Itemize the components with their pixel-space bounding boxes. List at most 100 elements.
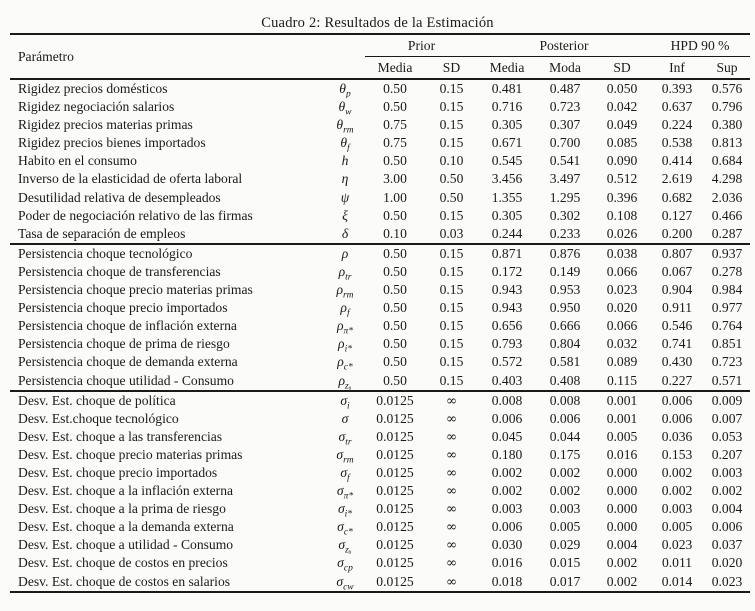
column-header-prior-media: Media [365, 56, 425, 80]
parameter-symbol: h [341, 153, 349, 169]
value-posterior-media: 0.656 [491, 318, 523, 334]
table-row: Desv. Est. choque a la inflación externa… [10, 482, 750, 500]
parameter-name: Desv. Est. choque precio importados [18, 464, 218, 480]
value-posterior-sd: 0.002 [606, 573, 638, 589]
parameter-name: Rigidez precios bienes importados [18, 135, 206, 151]
parameter-name: Persistencia choque tecnológico [10, 242, 325, 263]
value-prior-media: 0.0125 [376, 555, 414, 571]
column-header-prior-sd: SD [425, 56, 478, 80]
value-prior-media: 0.50 [383, 99, 407, 115]
parameter-name: Desv. Est. choque a la prima de riesgo [18, 501, 226, 517]
parameter-name: Desv. Est. choque a las transferencias [18, 428, 223, 444]
parameter-symbol: θw [338, 99, 352, 117]
value-hpd-sup: 0.576 [711, 81, 743, 96]
value-prior-media: 0.50 [383, 372, 407, 388]
parameter-symbol: σf [340, 464, 350, 483]
value-prior-media: 0.50 [383, 207, 407, 223]
table-row: Rigidez precios domésticos θp 0.50 0.15 0.48… [10, 79, 750, 98]
value-hpd-inf: 0.430 [661, 354, 693, 370]
value-posterior-media: 0.305 [491, 207, 523, 223]
value-prior-sd: 0.15 [439, 263, 464, 279]
value-posterior-media: 1.355 [491, 189, 523, 205]
table-row: Tasa de separación de empleos δ 0.10 0.03 0.… [10, 225, 750, 244]
parameter-name: Persistencia choque precio materias prim… [18, 282, 253, 298]
column-header-posterior-sd: SD [594, 56, 651, 80]
value-posterior-moda: 0.002 [549, 464, 581, 480]
value-posterior-media: 0.671 [491, 135, 523, 151]
parameter-symbol: θp [339, 81, 351, 99]
value-posterior-moda: 0.005 [549, 519, 581, 535]
value-hpd-inf: 0.807 [650, 242, 705, 263]
parameter-symbol: ψ [340, 189, 350, 205]
value-posterior-moda: 0.044 [549, 428, 581, 444]
value-posterior-sd: 0.049 [606, 117, 638, 133]
value-hpd-sup: 0.023 [711, 573, 743, 589]
value-hpd-sup: 0.207 [711, 446, 743, 462]
value-posterior-moda: 0.029 [549, 537, 581, 553]
value-prior-media: 0.0125 [365, 389, 425, 410]
value-prior-sd: ∞ [425, 410, 478, 428]
infinity-symbol: ∞ [445, 555, 458, 572]
value-posterior-media: 0.793 [491, 336, 523, 352]
parameter-symbol: ρzᵤ [338, 372, 352, 391]
table-body: Rigidez precios domésticos θp 0.50 0.15 0.48… [10, 79, 751, 592]
infinity-symbol: ∞ [445, 446, 458, 463]
parameter-name: Desv. Est. choque a la inflación externa [18, 483, 234, 499]
value-posterior-moda: 0.006 [549, 410, 581, 426]
value-posterior-moda: 0.541 [549, 153, 581, 169]
value-posterior-sd: 0.066 [606, 318, 638, 334]
value-hpd-inf: 0.637 [661, 99, 693, 115]
parameter-name: Rigidez precios domésticos [18, 81, 168, 96]
table-row: Desv. Est. choque a utilidad - Consumo σz… [10, 536, 750, 554]
value-prior-media: 0.50 [383, 263, 407, 279]
value-prior-media: 0.50 [383, 282, 407, 298]
table-row: Rigidez precios materias primas θrm 0.75 0.… [10, 116, 750, 134]
value-prior-sd: 0.03 [439, 225, 464, 241]
value-hpd-sup: 0.813 [711, 135, 743, 151]
parameter-name: Tasa de separación de empleos [18, 225, 186, 241]
value-hpd-sup: 0.571 [711, 372, 743, 388]
value-posterior-sd: 0.512 [606, 171, 638, 187]
value-hpd-sup: 0.006 [711, 519, 743, 535]
parameter-symbol: ξ [342, 207, 348, 223]
value-hpd-sup: 0.007 [711, 410, 743, 426]
table-row: Desv. Est. choque a las transferencias σt… [10, 428, 750, 446]
value-hpd-inf: 0.036 [661, 428, 693, 444]
table-caption: Cuadro 2: Resultados de la Estimación [261, 15, 494, 31]
value-hpd-inf: 0.393 [661, 81, 693, 96]
table-row: Desv. Est. choque a la prima de riesgo σi… [10, 500, 750, 518]
value-hpd-sup: 0.278 [711, 263, 743, 279]
value-prior-media: 0.50 [383, 354, 407, 370]
value-prior-media: 0.0125 [376, 519, 414, 535]
value-posterior-media: 0.943 [491, 282, 523, 298]
parameter-name: Desutilidad relativa de desempleados [18, 189, 221, 205]
value-posterior-sd: 0.066 [606, 263, 638, 279]
value-posterior-media: 0.716 [491, 99, 523, 115]
value-prior-media: 0.50 [383, 336, 407, 352]
value-posterior-sd: 0.000 [606, 501, 638, 517]
value-posterior-sd: 0.004 [606, 537, 638, 553]
value-prior-media: 0.10 [383, 225, 407, 241]
parameter-symbol: σi* [337, 501, 353, 519]
value-posterior-media: 0.006 [491, 410, 523, 426]
parameter-name: Inverso de la elasticidad de oferta labo… [18, 171, 243, 187]
value-hpd-inf: 0.227 [661, 372, 693, 388]
value-hpd-sup: 0.003 [711, 464, 743, 480]
parameter-name: Persistencia choque de transferencias [18, 263, 221, 279]
table-row: Persistencia choque de inflación externa… [10, 317, 750, 335]
value-hpd-inf: 0.067 [661, 263, 693, 279]
parameter-symbol: δ [341, 225, 349, 241]
value-prior-sd: ∞ [425, 482, 478, 500]
value-prior-media: 0.75 [383, 135, 407, 151]
value-prior-sd: 0.15 [439, 336, 464, 352]
column-header-parametro: Parámetro [10, 34, 365, 80]
value-prior-media: 0.0125 [376, 428, 414, 444]
value-prior-media: 0.50 [383, 81, 407, 96]
value-posterior-media: 0.572 [491, 354, 523, 370]
parameter-symbol: ρrm [336, 282, 354, 300]
value-posterior-moda: 0.149 [549, 263, 581, 279]
value-prior-sd: 0.15 [439, 372, 464, 388]
parameter-symbol: θf [340, 135, 350, 153]
parameter-name: Persistencia choque utilidad - Consumo [18, 372, 234, 388]
value-posterior-sd: 0.108 [606, 207, 638, 223]
